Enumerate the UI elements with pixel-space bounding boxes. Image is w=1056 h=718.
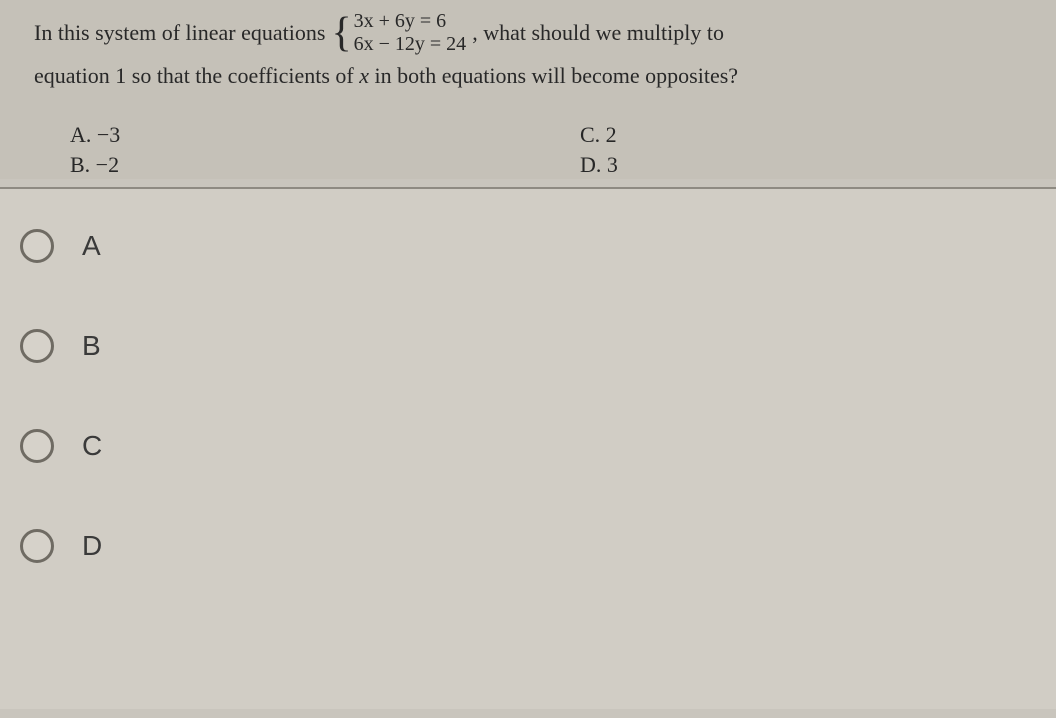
page: In this system of linear equations { 3x … [0,0,1056,718]
choice-column-left: A. −3 B. −2 [70,120,580,179]
stem-line2-b: in both equations will become opposites? [369,63,738,88]
option-label-b: B [82,330,101,362]
option-c[interactable]: C [20,429,1056,463]
equation-system: { 3x + 6y = 6 6x − 12y = 24 [331,10,466,56]
equations: 3x + 6y = 6 6x − 12y = 24 [354,10,467,56]
stem-part-2: , what should we multiply to [472,17,724,49]
radio-icon[interactable] [20,329,54,363]
option-d[interactable]: D [20,529,1056,563]
equation-1: 3x + 6y = 6 [354,10,467,33]
stem-part-1: In this system of linear equations [34,17,325,49]
variable-x: x [359,63,369,88]
radio-icon[interactable] [20,429,54,463]
option-b[interactable]: B [20,329,1056,363]
choice-d: D. 3 [580,150,618,180]
stem-line2-a: equation 1 so that the coefficients of [34,63,359,88]
left-brace-icon: { [331,12,351,54]
stem-row-1: In this system of linear equations { 3x … [34,10,1036,56]
choice-column-right: C. 2 D. 3 [580,120,618,179]
choice-a: A. −3 [70,120,580,150]
choice-c: C. 2 [580,120,618,150]
stem-row-2: equation 1 so that the coefficients of x… [34,60,1036,92]
radio-icon[interactable] [20,229,54,263]
option-a[interactable]: A [20,229,1056,263]
option-label-d: D [82,530,102,562]
equation-2: 6x − 12y = 24 [354,33,467,56]
option-label-c: C [82,430,102,462]
option-label-a: A [82,230,101,262]
radio-icon[interactable] [20,529,54,563]
inline-choices: A. −3 B. −2 C. 2 D. 3 [34,120,1036,179]
question-block: In this system of linear equations { 3x … [0,0,1056,179]
question-stem: In this system of linear equations { 3x … [34,10,1036,92]
choice-b: B. −2 [70,150,580,180]
answer-area: A B C D [0,189,1056,709]
